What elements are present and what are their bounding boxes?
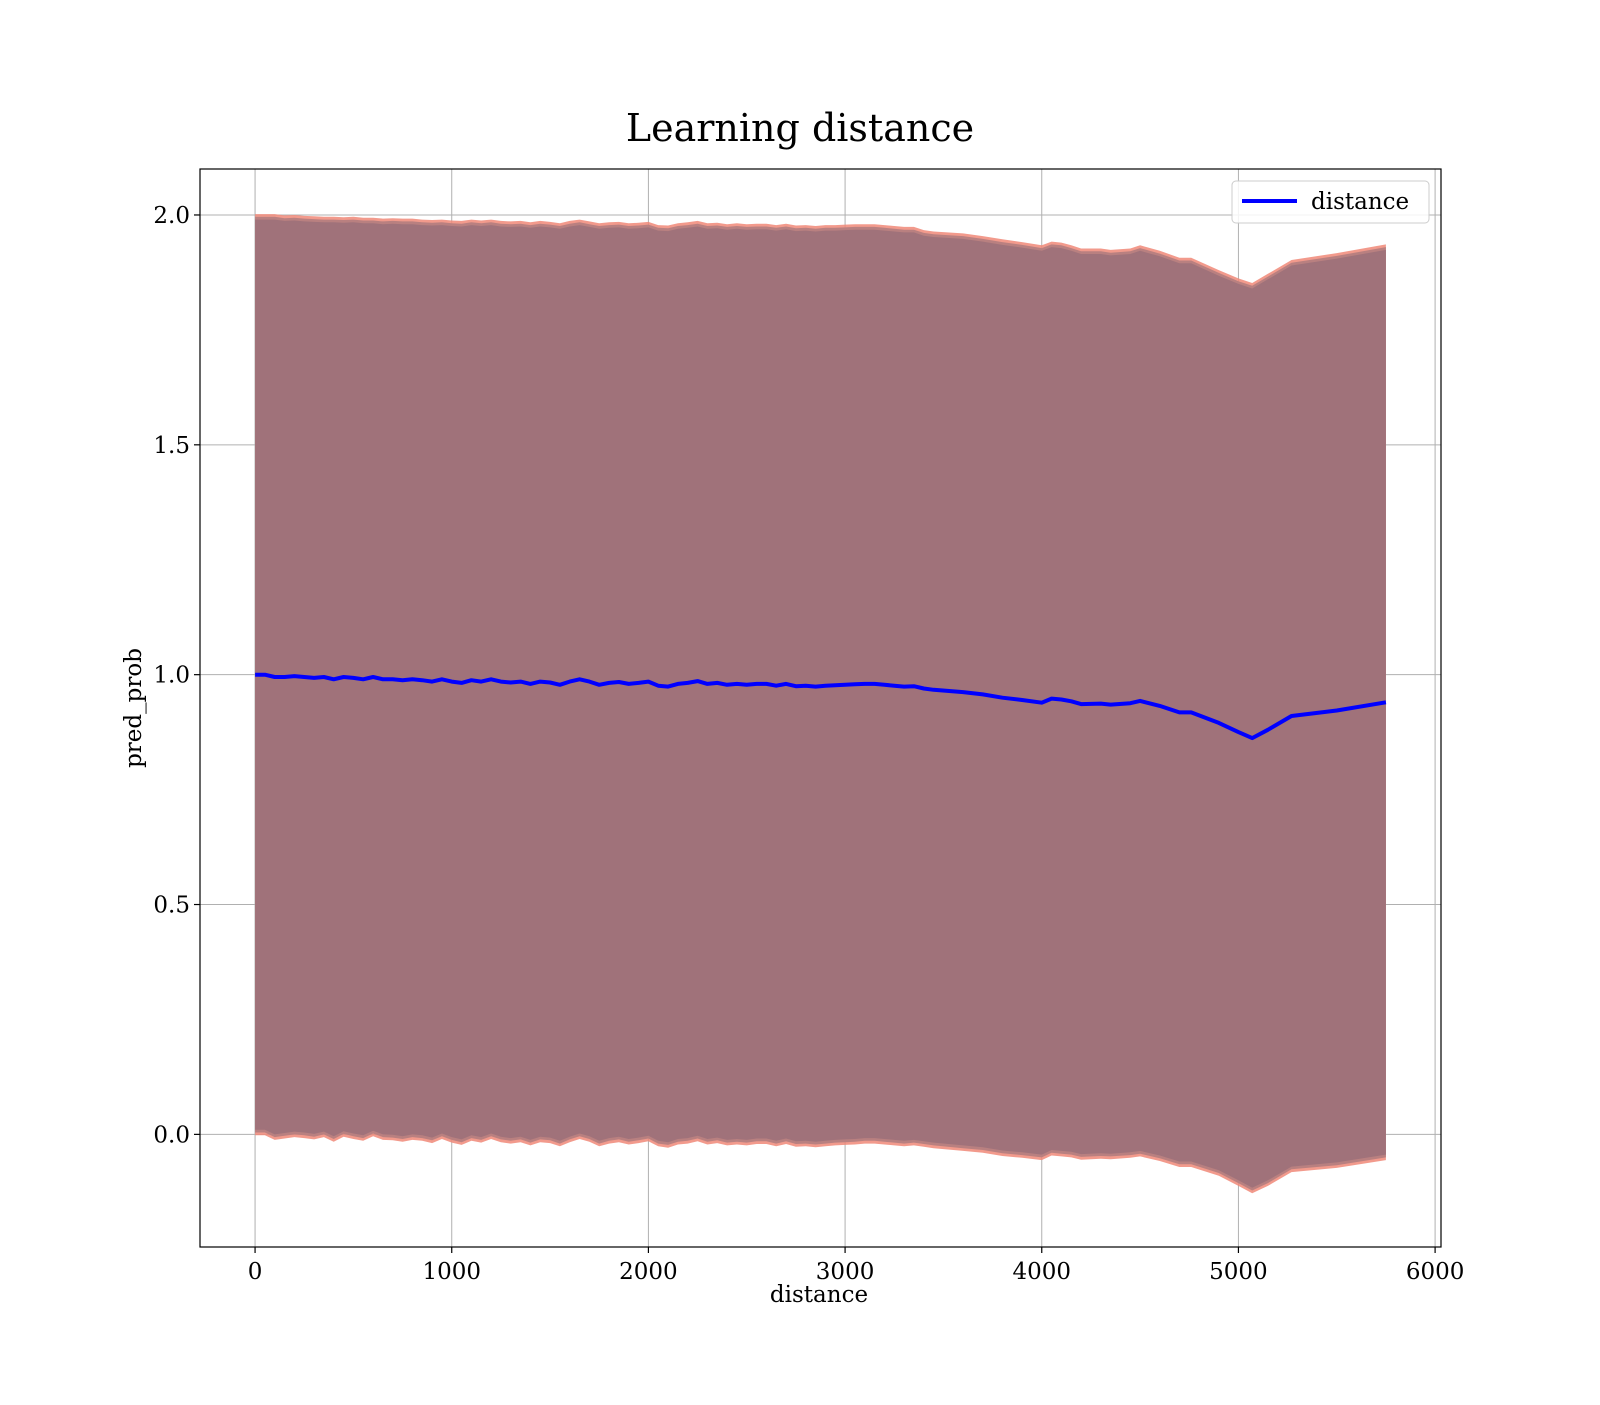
series-line-distance [255, 672, 1387, 741]
plot-frame [199, 168, 1442, 1248]
x-tick-label: 0 [248, 1259, 263, 1285]
x-tick-label: 6000 [1406, 1259, 1465, 1285]
legend-box [1231, 180, 1430, 224]
legend: distance [1231, 180, 1430, 224]
y-axis-ticks: 0.0 0.5 1.0 1.5 2.0 [153, 203, 200, 1148]
y-axis-label: pred_prob [121, 648, 147, 768]
x-tick-label: 2000 [619, 1259, 678, 1285]
x-tick-label: 5000 [1209, 1259, 1268, 1285]
series-lines [255, 672, 1387, 741]
x-tick-label: 4000 [1012, 1259, 1071, 1285]
x-axis-label: distance [770, 1282, 868, 1308]
chart-title: Learning distance [626, 106, 974, 150]
confidence-band [255, 214, 1386, 1194]
y-tick-label: 1.0 [153, 663, 190, 689]
legend-label: distance [1311, 189, 1409, 215]
x-tick-label: 1000 [422, 1259, 481, 1285]
y-tick-label: 0.0 [153, 1122, 190, 1148]
x-tick-label: 3000 [816, 1259, 875, 1285]
y-tick-label: 0.5 [153, 893, 190, 919]
y-tick-label: 2.0 [153, 203, 190, 229]
band-fill [255, 219, 1386, 1188]
y-tick-label: 1.5 [153, 433, 190, 459]
x-axis-ticks: 0 1000 2000 3000 4000 5000 6000 [248, 1247, 1465, 1285]
